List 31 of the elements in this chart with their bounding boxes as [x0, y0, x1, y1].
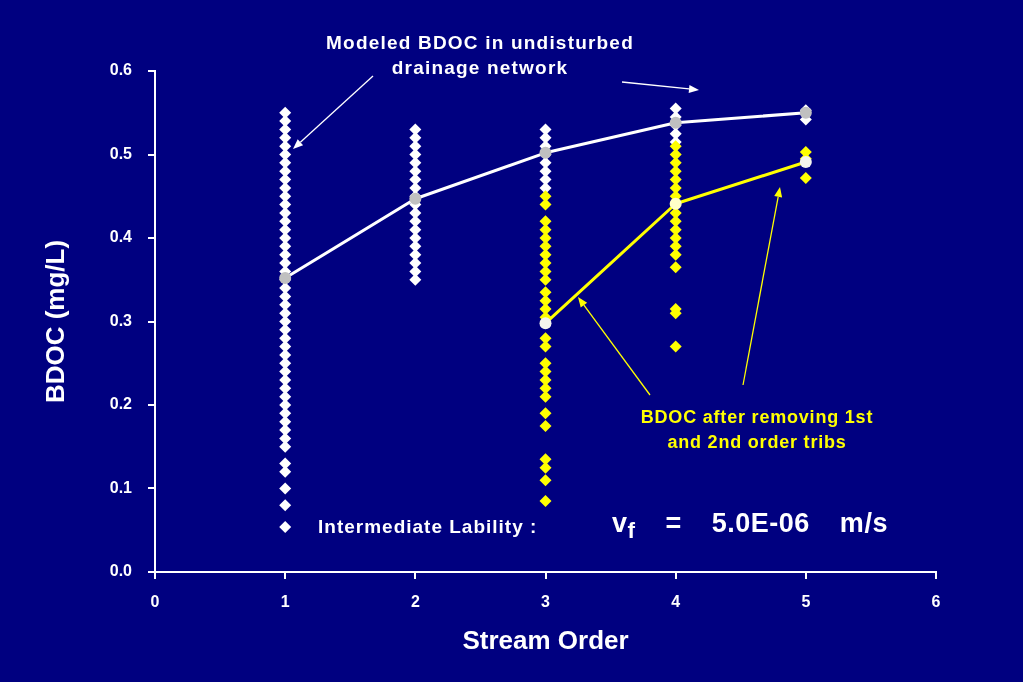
point: [669, 232, 682, 244]
y-tick-label: 0.1: [109, 478, 133, 496]
x-tick-label: 1: [280, 593, 290, 611]
text: BDOC after removing 1st and 2nd order tribs: [639, 406, 875, 454]
y-tick-label: 0.0: [109, 562, 133, 580]
point: [539, 495, 552, 508]
point: [539, 317, 552, 330]
point: [539, 474, 552, 487]
x-tick-label: 2: [410, 593, 420, 611]
x-tick-label: 3: [541, 593, 551, 611]
x-tick-label: 6: [931, 593, 941, 611]
y-axis-title: BDOC (mg/L): [39, 239, 70, 404]
x-tick-label: 0: [150, 593, 160, 611]
point: [669, 261, 682, 274]
y-tick-label: 0.5: [109, 144, 133, 162]
point: [669, 197, 682, 210]
text: v$_{f}$ = 5.0E-06 m/s: [612, 508, 888, 544]
x-tick-label: 4: [671, 593, 681, 611]
y-tick-label: 0.2: [109, 395, 133, 413]
text: Modeled BDOC in undisturbed drainage network: [325, 31, 635, 80]
x-axis-title: Stream Order: [462, 624, 629, 655]
x-tick-label: 5: [801, 593, 811, 611]
point: [799, 156, 812, 169]
y-tick-label: 0.6: [109, 61, 133, 79]
y-tick-label: 0.3: [109, 311, 133, 329]
point: [539, 419, 552, 432]
point: [799, 171, 812, 184]
point: [669, 340, 682, 353]
point: [539, 407, 552, 420]
annotation: Intermediate Lability :: [318, 516, 538, 538]
y-tick-label: 0.4: [109, 228, 133, 246]
